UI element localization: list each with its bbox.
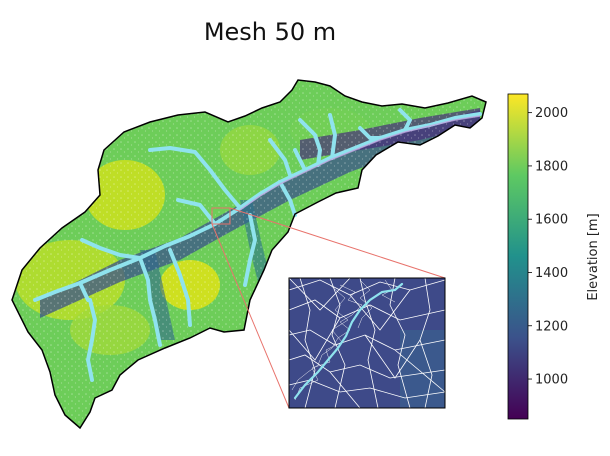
colorbar-gradient <box>507 93 529 420</box>
colorbar-tick-label: 1800 <box>535 159 568 174</box>
basin-boundary <box>11 79 487 430</box>
colorbar-tick-label: 1200 <box>535 319 568 334</box>
zoom-region-box <box>211 207 231 225</box>
colorbar-tick-label: 1400 <box>535 266 568 281</box>
zoom-connector-top <box>229 207 446 279</box>
main-channel <box>239 115 481 211</box>
river-network <box>33 108 482 382</box>
zoom-inset <box>288 277 446 409</box>
colorbar-tick-label: 2000 <box>535 106 568 121</box>
zoom-connector-bottom <box>211 223 290 409</box>
colorbar-tick-label: 1600 <box>535 213 568 228</box>
colorbar: 2000 1800 1600 1400 1200 1000 Elevation [m] <box>507 93 601 420</box>
inset-river <box>293 282 404 400</box>
colorbar-tick-label: 1000 <box>535 373 568 388</box>
colorbar-label: Elevation [m] <box>586 213 601 300</box>
colorbar-ticks: 2000 1800 1600 1400 1200 1000 <box>528 106 568 388</box>
figure-title: Mesh 50 m <box>203 18 337 46</box>
